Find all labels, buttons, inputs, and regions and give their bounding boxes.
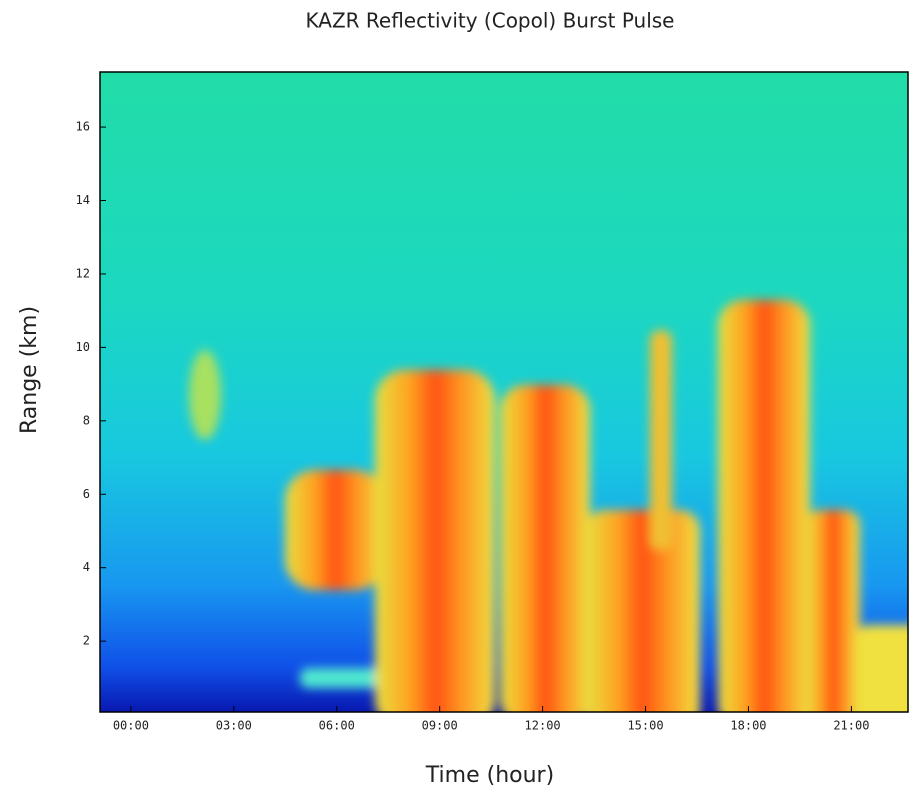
x-tick-label: 06:00 bbox=[319, 719, 355, 733]
chart-title: KAZR Reflectivity (Copol) Burst Pulse bbox=[306, 9, 675, 33]
y-tick-label: 14 bbox=[76, 193, 90, 207]
x-tick-label: 21:00 bbox=[833, 719, 869, 733]
y-tick-label: 12 bbox=[76, 266, 90, 280]
y-tick-label: 2 bbox=[83, 634, 90, 648]
y-tick-label: 16 bbox=[76, 120, 90, 134]
reflectivity-field bbox=[100, 72, 908, 712]
x-tick-label: 00:00 bbox=[113, 719, 149, 733]
x-tick-label: 12:00 bbox=[525, 719, 561, 733]
x-tick-label: 09:00 bbox=[422, 719, 458, 733]
y-tick-label: 4 bbox=[83, 560, 90, 574]
x-axis-title: Time (hour) bbox=[425, 763, 554, 788]
x-tick-label: 03:00 bbox=[216, 719, 252, 733]
y-tick-label: 10 bbox=[76, 340, 90, 354]
plot-frame bbox=[99, 71, 909, 713]
y-tick-label: 6 bbox=[83, 487, 90, 501]
x-tick-label: 18:00 bbox=[730, 719, 766, 733]
x-tick-label: 15:00 bbox=[627, 719, 663, 733]
y-axis-title: Range (km) bbox=[17, 306, 42, 434]
y-tick-label: 8 bbox=[83, 413, 90, 427]
